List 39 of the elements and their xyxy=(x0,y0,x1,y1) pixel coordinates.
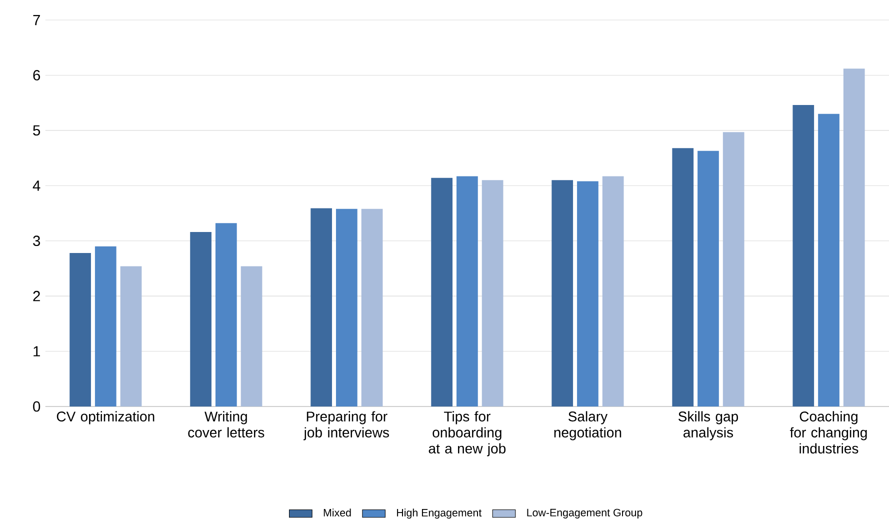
bar xyxy=(722,132,744,406)
legend-label: High Engagement xyxy=(397,508,482,518)
x-tick-label: CV optimization xyxy=(56,411,154,424)
x-tick-label: Writing cover letters xyxy=(188,411,264,438)
legend-label: Mixed xyxy=(324,508,351,516)
bar xyxy=(792,104,814,406)
x-tick-label: Salary negotiation xyxy=(554,411,622,440)
y-tick-label: 1 xyxy=(34,346,40,356)
y-tick-label: 0 xyxy=(33,401,40,412)
bar xyxy=(70,252,91,406)
x-tick-label: Tips for onboarding at a new job xyxy=(428,411,506,456)
y-tick-label: 5 xyxy=(33,125,40,136)
legend-label: Low-Engagement Group xyxy=(527,508,642,518)
bar xyxy=(361,208,383,406)
bar xyxy=(698,150,719,406)
bar xyxy=(310,208,332,406)
bar xyxy=(818,114,840,406)
bar xyxy=(577,181,598,406)
bar xyxy=(215,223,237,406)
x-tick-label: Preparing for job interviews xyxy=(304,411,389,440)
y-tick-label: 7 xyxy=(33,14,40,25)
x-tick-label: Skills gap analysis xyxy=(678,411,738,440)
bar xyxy=(431,178,453,406)
bar xyxy=(120,266,142,406)
bar xyxy=(336,208,358,406)
bar xyxy=(482,180,504,406)
x-tick-label: Coaching for changing industries xyxy=(790,411,867,454)
bar xyxy=(602,176,624,406)
bar xyxy=(240,266,262,406)
bar xyxy=(94,246,116,406)
bar xyxy=(456,176,478,406)
bar xyxy=(190,232,212,406)
y-tick-label: 3 xyxy=(33,236,40,246)
y-tick-label: 6 xyxy=(33,70,40,80)
y-tick-label: 4 xyxy=(32,180,40,191)
y-tick-label: 2 xyxy=(33,290,40,302)
bar xyxy=(552,180,574,406)
bar xyxy=(843,68,865,406)
bar xyxy=(672,148,694,406)
